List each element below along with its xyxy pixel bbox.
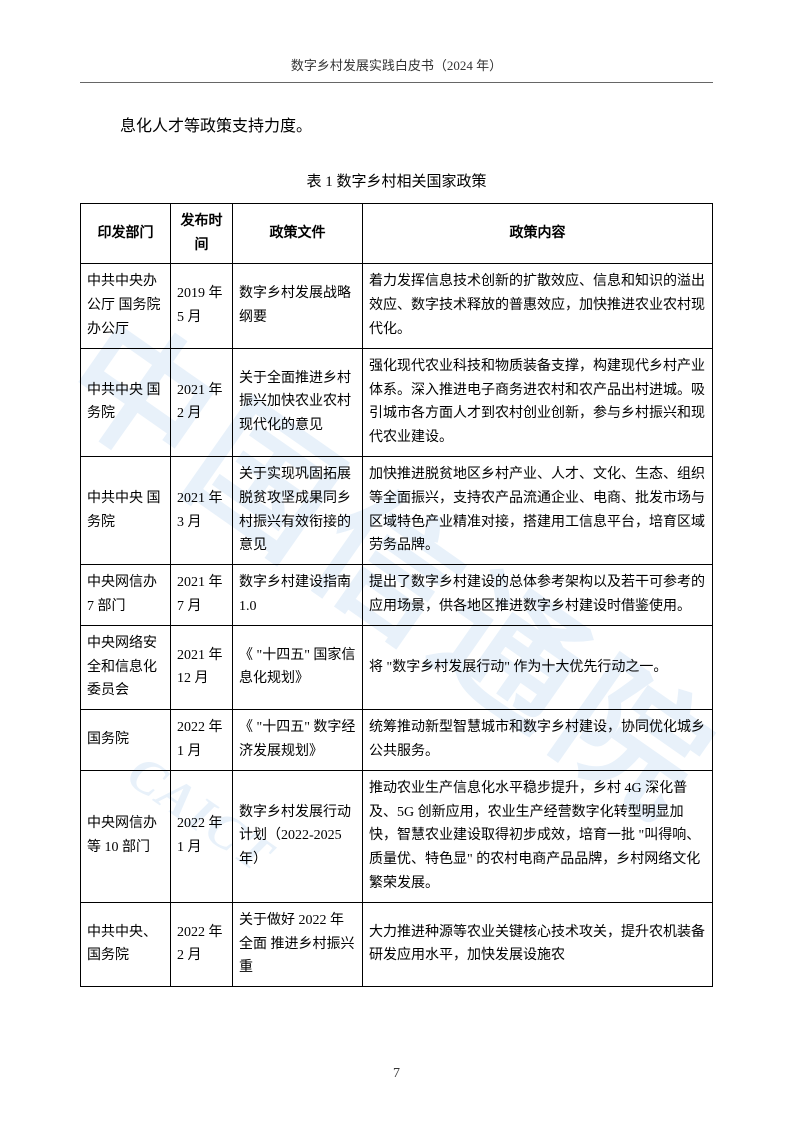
- cell-dept: 中共中央办公厅 国务院办公厅: [81, 264, 171, 348]
- table-row: 中共中央办公厅 国务院办公厅 2019 年5 月 数字乡村发展战略纲要 着力发挥…: [81, 264, 713, 348]
- page-container: 数字乡村发展实践白皮书（2024 年） 息化人才等政策支持力度。 表 1 数字乡…: [0, 0, 793, 1122]
- table-row: 中共中央、国务院 2022 年2 月 关于做好 2022 年全面 推进乡村振兴重…: [81, 902, 713, 986]
- cell-date: 2021 年12 月: [171, 625, 233, 709]
- cell-date: 2019 年5 月: [171, 264, 233, 348]
- cell-content: 推动农业生产信息化水平稳步提升，乡村 4G 深化普及、5G 创新应用，农业生产经…: [363, 770, 713, 902]
- cell-date: 2022 年1 月: [171, 710, 233, 771]
- header-doc: 政策文件: [233, 203, 363, 264]
- policy-table: 印发部门 发布时间 政策文件 政策内容 中共中央办公厅 国务院办公厅 2019 …: [80, 203, 713, 987]
- cell-dept: 中央网络安全和信息化委员会: [81, 625, 171, 709]
- table-row: 国务院 2022 年1 月 《 "十四五" 数字经济发展规划》 统筹推动新型智慧…: [81, 710, 713, 771]
- cell-dept: 中央网信办 7 部门: [81, 565, 171, 626]
- cell-doc: 关于做好 2022 年全面 推进乡村振兴重: [233, 902, 363, 986]
- cell-date: 2021 年2 月: [171, 348, 233, 456]
- table-row: 中共中央 国务院 2021 年3 月 关于实现巩固拓展脱贫攻坚成果同乡村振兴有效…: [81, 456, 713, 564]
- cell-date: 2021 年7 月: [171, 565, 233, 626]
- cell-doc: 关于实现巩固拓展脱贫攻坚成果同乡村振兴有效衔接的意见: [233, 456, 363, 564]
- cell-dept: 中共中央、国务院: [81, 902, 171, 986]
- cell-dept: 中央网信办等 10 部门: [81, 770, 171, 902]
- header-date: 发布时间: [171, 203, 233, 264]
- table-row: 中央网络安全和信息化委员会 2021 年12 月 《 "十四五" 国家信息化规划…: [81, 625, 713, 709]
- table-header-row: 印发部门 发布时间 政策文件 政策内容: [81, 203, 713, 264]
- cell-content: 强化现代农业科技和物质装备支撑，构建现代乡村产业体系。深入推进电子商务进农村和农…: [363, 348, 713, 456]
- page-number: 7: [0, 1066, 793, 1082]
- header-dept: 印发部门: [81, 203, 171, 264]
- cell-date: 2021 年3 月: [171, 456, 233, 564]
- cell-content: 提出了数字乡村建设的总体参考架构以及若干可参考的应用场景，供各地区推进数字乡村建…: [363, 565, 713, 626]
- header-content: 政策内容: [363, 203, 713, 264]
- cell-doc: 《 "十四五" 数字经济发展规划》: [233, 710, 363, 771]
- cell-doc: 数字乡村发展战略纲要: [233, 264, 363, 348]
- table-row: 中央网信办 7 部门 2021 年7 月 数字乡村建设指南 1.0 提出了数字乡…: [81, 565, 713, 626]
- cell-doc: 关于全面推进乡村振兴加快农业农村现代化的意见: [233, 348, 363, 456]
- intro-paragraph: 息化人才等政策支持力度。: [120, 113, 713, 142]
- cell-doc: 《 "十四五" 国家信息化规划》: [233, 625, 363, 709]
- cell-content: 着力发挥信息技术创新的扩散效应、信息和知识的溢出效应、数字技术释放的普惠效应，加…: [363, 264, 713, 348]
- cell-dept: 国务院: [81, 710, 171, 771]
- cell-dept: 中共中央 国务院: [81, 348, 171, 456]
- cell-content: 加快推进脱贫地区乡村产业、人才、文化、生态、组织等全面振兴，支持农产品流通企业、…: [363, 456, 713, 564]
- cell-content: 将 "数字乡村发展行动" 作为十大优先行动之一。: [363, 625, 713, 709]
- cell-date: 2022 年2 月: [171, 902, 233, 986]
- table-row: 中共中央 国务院 2021 年2 月 关于全面推进乡村振兴加快农业农村现代化的意…: [81, 348, 713, 456]
- page-header: 数字乡村发展实践白皮书（2024 年）: [80, 55, 713, 83]
- cell-doc: 数字乡村建设指南 1.0: [233, 565, 363, 626]
- table-row: 中央网信办等 10 部门 2022 年1 月 数字乡村发展行动计划（2022-2…: [81, 770, 713, 902]
- cell-dept: 中共中央 国务院: [81, 456, 171, 564]
- cell-content: 大力推进种源等农业关键核心技术攻关，提升农机装备研发应用水平，加快发展设施农: [363, 902, 713, 986]
- cell-doc: 数字乡村发展行动计划（2022-2025年）: [233, 770, 363, 902]
- table-caption: 表 1 数字乡村相关国家政策: [80, 170, 713, 191]
- cell-content: 统筹推动新型智慧城市和数字乡村建设，协同优化城乡公共服务。: [363, 710, 713, 771]
- cell-date: 2022 年1 月: [171, 770, 233, 902]
